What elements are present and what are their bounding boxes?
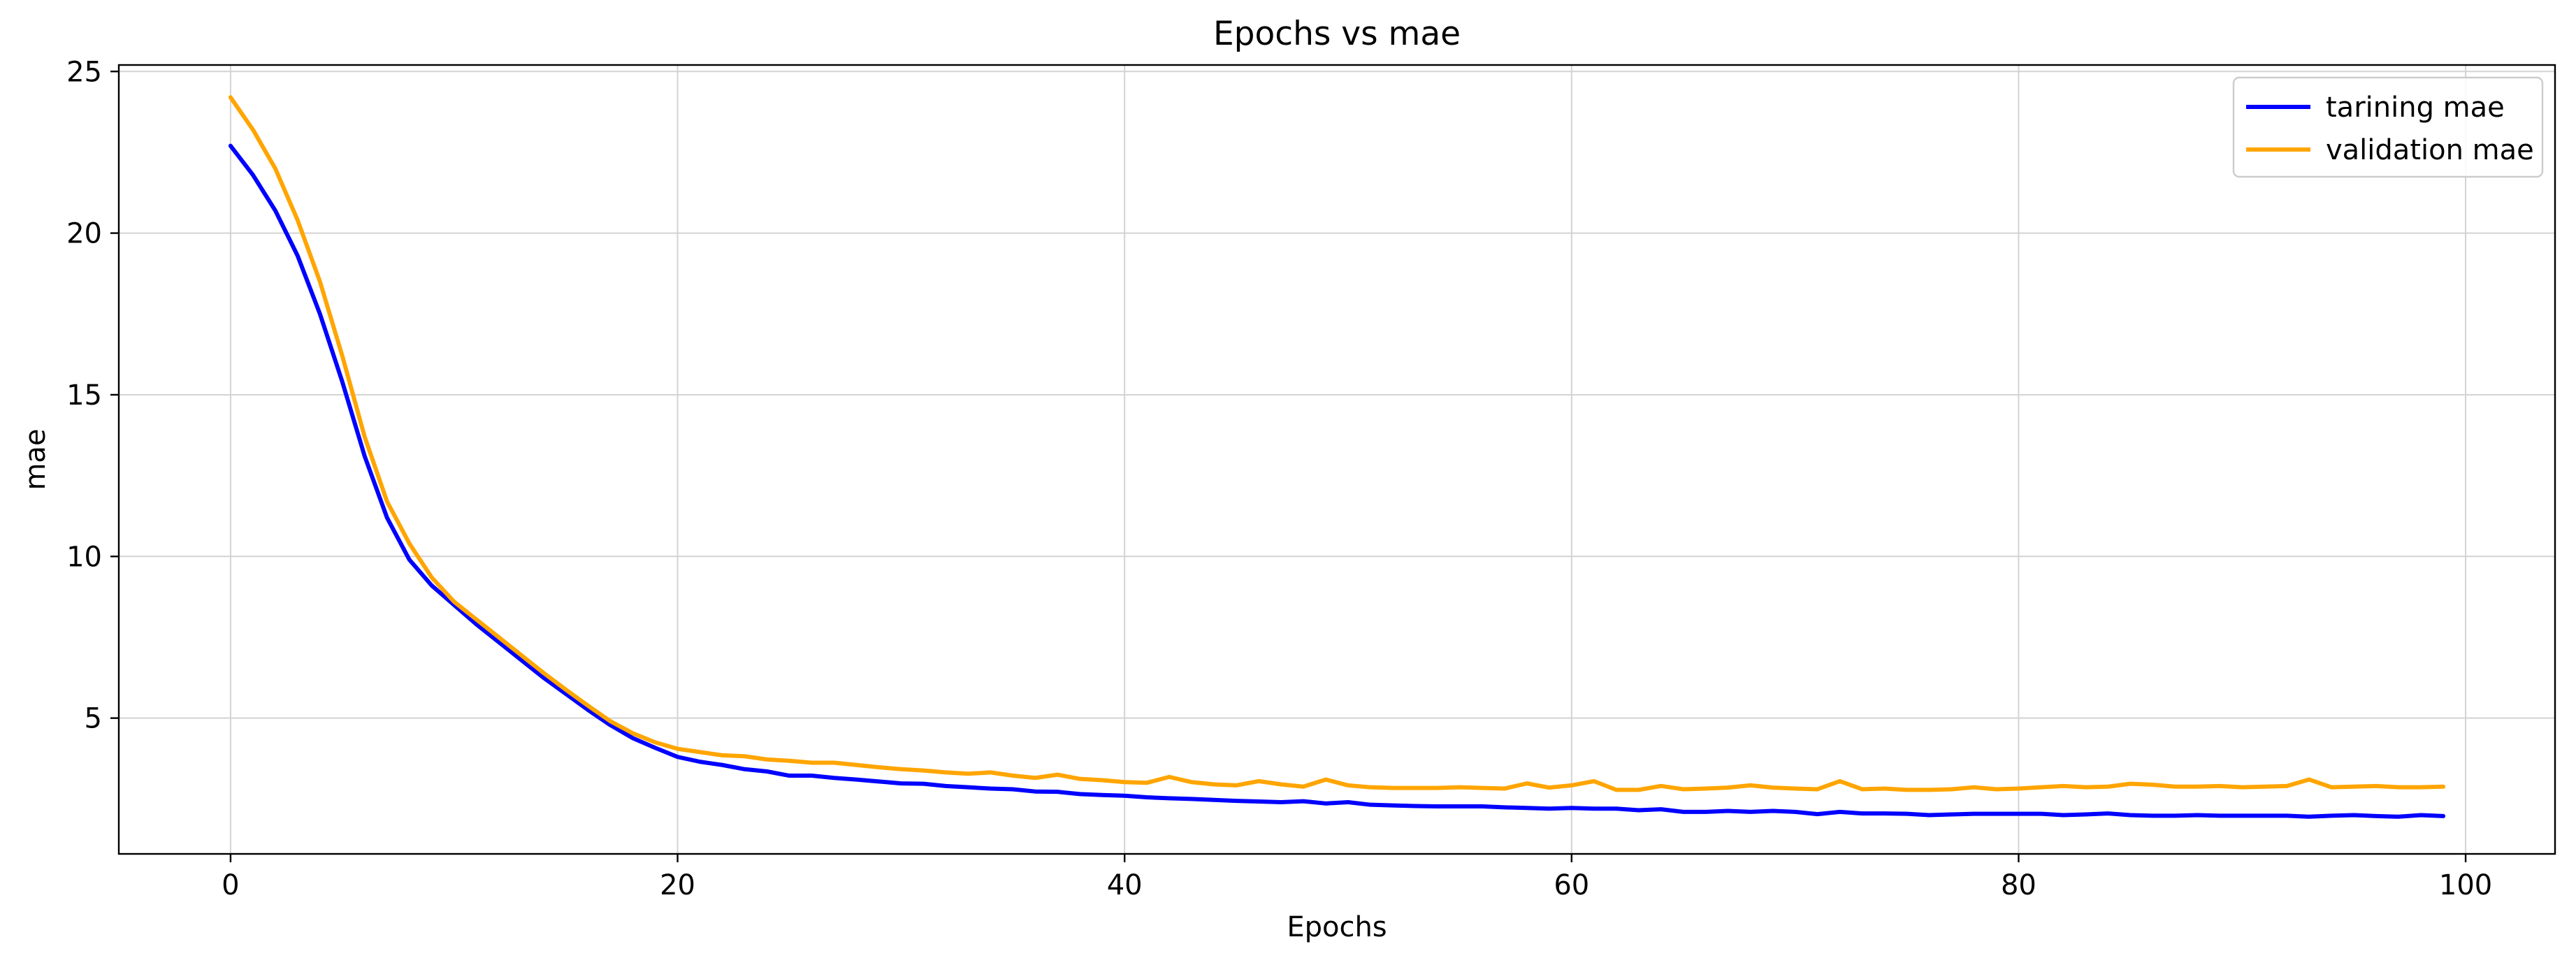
x-tick-label: 40 — [1107, 869, 1143, 901]
y-tick-label: 5 — [85, 703, 102, 735]
x-tick-label: 0 — [222, 869, 239, 901]
x-axis-ticks: 0 20 40 60 80 100 — [222, 854, 2492, 901]
legend-label-training: tarining mae — [2326, 92, 2505, 124]
legend-box — [2232, 76, 2544, 178]
validation-mae-line — [228, 95, 2446, 792]
chart-title: Epochs vs mae — [1213, 15, 1461, 53]
y-tick-label: 15 — [66, 379, 102, 412]
x-tick-label: 100 — [2439, 869, 2492, 901]
plot-frame — [117, 64, 2556, 855]
y-tick-label: 10 — [66, 541, 102, 573]
y-tick-label: 25 — [66, 56, 102, 88]
grid — [119, 65, 2555, 854]
x-tick-label: 60 — [1554, 869, 1589, 901]
training-mae-line — [228, 143, 2446, 819]
series-lines — [228, 95, 2446, 819]
x-tick-label: 80 — [2001, 869, 2036, 901]
y-axis-ticks: 5 10 15 20 25 — [66, 56, 119, 735]
y-tick-label: 20 — [66, 218, 102, 250]
x-axis-label: Epochs — [1287, 911, 1387, 943]
legend-label-validation: validation mae — [2326, 134, 2534, 166]
y-axis-label: mae — [20, 428, 52, 490]
x-tick-label: 20 — [660, 869, 695, 901]
legend: tarining mae validation mae — [2232, 76, 2544, 178]
